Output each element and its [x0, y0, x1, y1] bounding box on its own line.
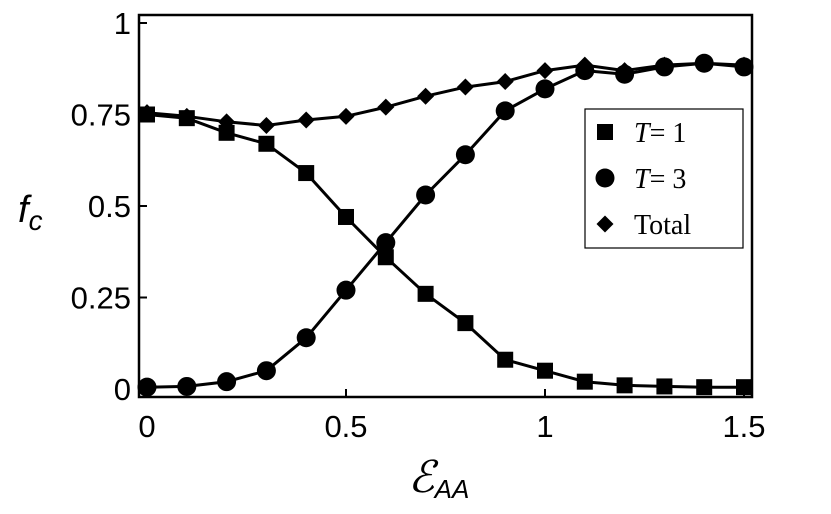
- data-point-T3: [256, 361, 276, 381]
- data-point-T3: [535, 79, 555, 99]
- y-tick-label: 1: [114, 6, 131, 41]
- legend-label-text: = 1: [650, 118, 687, 149]
- data-point-T1: [457, 315, 474, 332]
- data-point-Total: [695, 54, 713, 72]
- y-tick-label: 0.25: [71, 281, 131, 316]
- data-point-T3: [495, 101, 515, 121]
- series-Total: [138, 54, 753, 134]
- data-point-T1: [298, 165, 315, 182]
- data-point-Total: [655, 56, 673, 74]
- data-point-T1: [537, 362, 553, 379]
- data-point-Total: [536, 62, 554, 80]
- data-point-T1: [377, 249, 394, 266]
- data-point-Total: [337, 107, 355, 125]
- data-point-T1: [576, 373, 593, 390]
- series-line-T1: [146, 113, 744, 389]
- x-tick-label: 0: [138, 409, 155, 444]
- legend-label-T3: T= 3: [634, 164, 686, 195]
- legend-label-symbol: T: [634, 118, 652, 149]
- y-axis-ticks: 0 0.25 0.5 0.75 1: [71, 6, 147, 407]
- x-axis-label-sub: AA: [433, 474, 470, 504]
- data-point-Total: [138, 104, 156, 122]
- data-point-T1: [338, 208, 354, 225]
- x-axis-label-main: ℰ: [408, 453, 439, 502]
- data-point-T3: [336, 280, 356, 300]
- data-point-T3: [376, 233, 396, 253]
- data-point-T3: [455, 145, 475, 165]
- x-tick-label: 0.5: [324, 409, 367, 444]
- x-axis-ticks: 0 0.5 1 1.5: [138, 389, 766, 444]
- legend-label-Total: Total: [634, 210, 691, 241]
- series-line-T3: [146, 61, 745, 389]
- data-point-Total: [576, 56, 594, 74]
- y-axis-label: fc: [18, 189, 43, 236]
- data-point-T1: [218, 124, 235, 141]
- data-point-Total: [456, 78, 474, 96]
- data-point-T3: [416, 185, 436, 205]
- series-line-Total: [146, 61, 745, 127]
- y-tick-label: 0: [114, 372, 131, 407]
- series-layer: [137, 53, 754, 397]
- legend-label-text: Total: [634, 210, 691, 241]
- data-point-T1: [696, 379, 713, 396]
- data-point-T3: [137, 377, 157, 397]
- legend-label-T1: T= 1: [634, 118, 686, 149]
- y-axis-label-main: f: [18, 189, 32, 231]
- y-tick-label: 0.5: [88, 189, 131, 224]
- data-point-Total: [218, 113, 236, 131]
- y-tick-label: 0.75: [71, 98, 131, 133]
- data-point-Total: [496, 73, 514, 91]
- legend-marker-T3: [595, 168, 615, 188]
- data-point-T1: [736, 379, 752, 396]
- data-point-Total: [735, 56, 753, 74]
- axis-labels: fc ℰAA: [18, 189, 469, 504]
- data-point-Total: [377, 98, 395, 116]
- data-point-Total: [257, 116, 275, 134]
- data-point-T3: [217, 372, 237, 392]
- data-point-T1: [258, 135, 275, 152]
- data-point-Total: [178, 107, 196, 125]
- data-point-T1: [616, 377, 633, 394]
- x-axis-label: ℰAA: [408, 453, 469, 504]
- data-point-T3: [177, 376, 197, 396]
- x-tick-label: 1.5: [722, 409, 765, 444]
- legend-marker-Total: [596, 215, 614, 233]
- data-point-Total: [616, 62, 634, 80]
- y-axis-label-sub: c: [29, 205, 43, 236]
- legend-label-symbol: T: [634, 164, 652, 195]
- legend-label-text: = 3: [650, 164, 687, 195]
- data-point-T3: [296, 328, 316, 348]
- data-point-T1: [656, 378, 673, 395]
- data-point-Total: [297, 111, 315, 129]
- data-point-T1: [497, 351, 514, 368]
- legend-marker-T1: [597, 124, 613, 140]
- data-point-Total: [417, 87, 435, 105]
- x-tick-label: 1: [536, 409, 553, 444]
- data-point-T1: [417, 285, 434, 302]
